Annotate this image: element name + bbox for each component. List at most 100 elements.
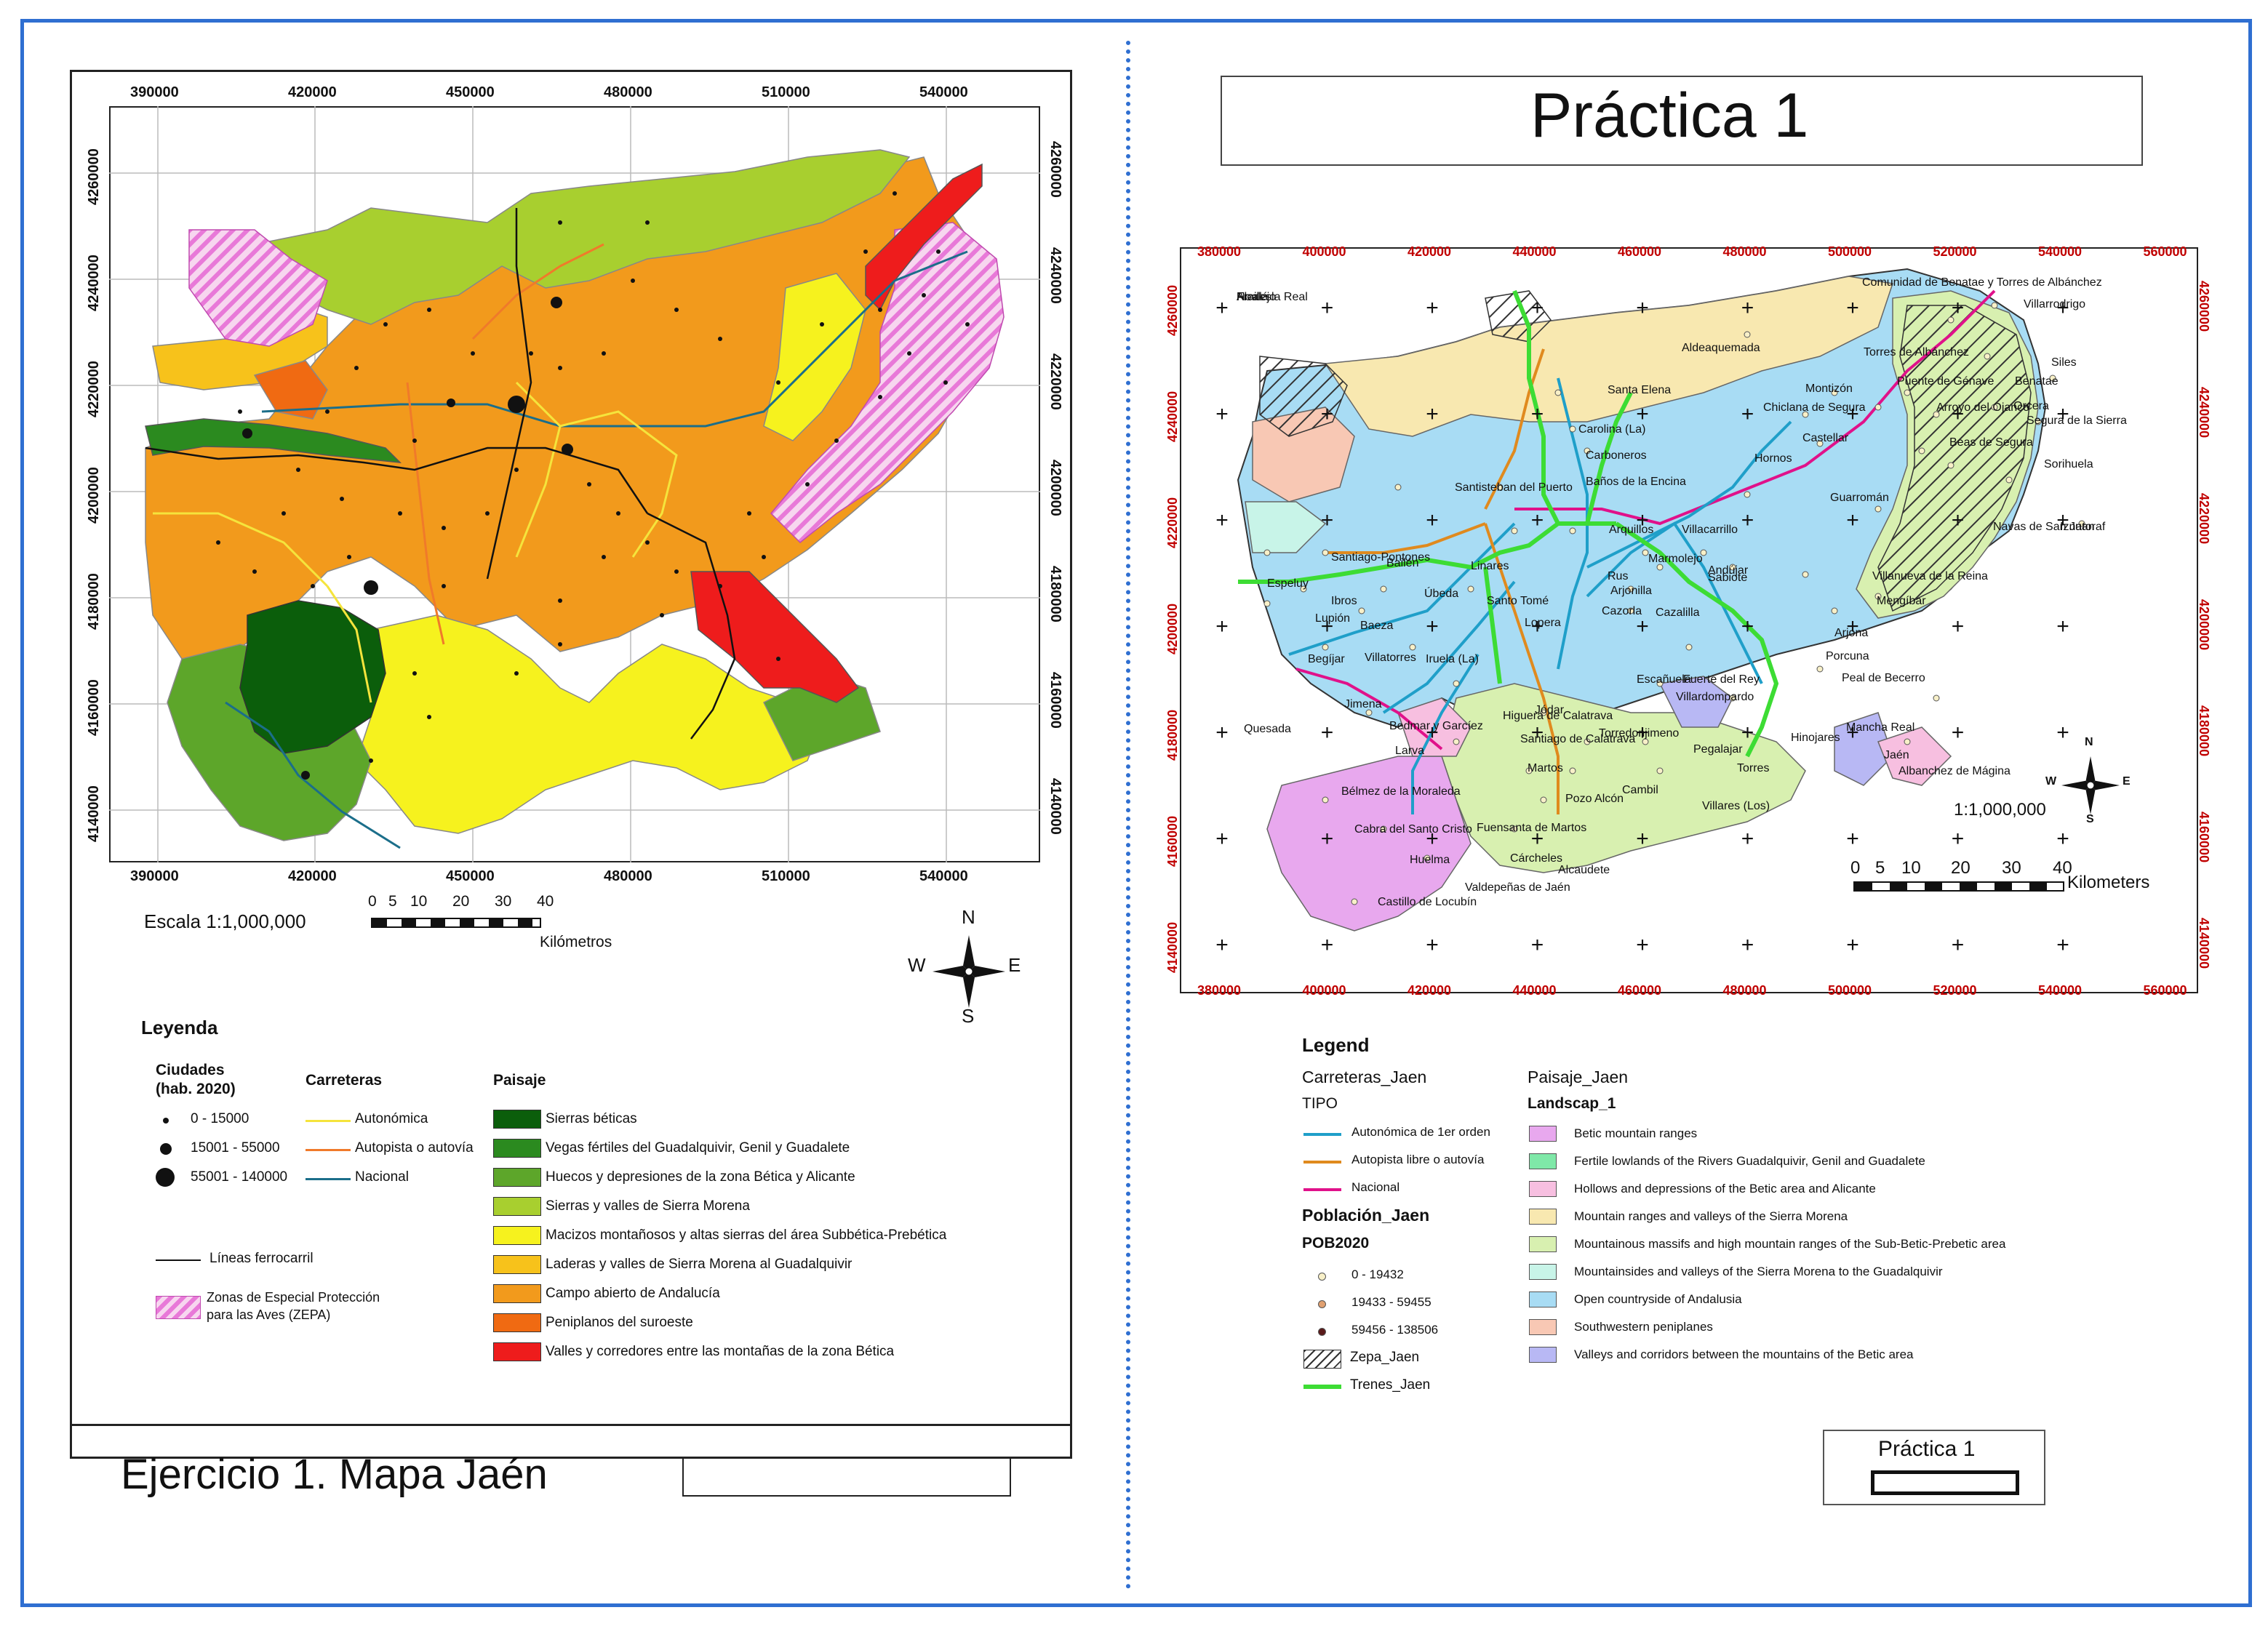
right-legend-landscape-swatch bbox=[1529, 1126, 1557, 1142]
left-region-zepa-east bbox=[770, 222, 1005, 544]
town-label: Iznatoraf bbox=[2060, 521, 2106, 533]
left-legend-landscape-swatch bbox=[493, 1197, 541, 1216]
town-label: Cárcheles bbox=[1510, 852, 1563, 865]
left-legend-cities-title-1: Ciudades bbox=[156, 1062, 225, 1078]
right-x-tick-label: 500000 bbox=[1828, 983, 1872, 998]
right-scale-number: 30 bbox=[2002, 858, 2021, 878]
right-legend-landscape-title: Paisaje_Jaen bbox=[1528, 1068, 1629, 1086]
right-legend-road-label: Autonómica de 1er orden bbox=[1351, 1125, 1490, 1139]
right-legend-road-swatch bbox=[1303, 1161, 1341, 1164]
left-legend-cities-title-2: (hab. 2020) bbox=[156, 1081, 236, 1097]
left-legend-landscape-label: Campo abierto de Andalucía bbox=[546, 1286, 720, 1301]
graticule-plus-icon: + bbox=[1426, 508, 1439, 532]
right-y-tick-label: 4200000 bbox=[2197, 599, 2211, 651]
graticule-plus-icon: + bbox=[1320, 933, 1334, 957]
graticule-plus-icon: + bbox=[1951, 614, 1965, 638]
right-page-title: Práctica 1 bbox=[1530, 81, 1809, 151]
right-title-box bbox=[1221, 76, 2143, 166]
graticule-plus-icon: + bbox=[1530, 614, 1544, 638]
left-legend-landscape-label: Macizos montañosos y altas sierras del á… bbox=[546, 1227, 947, 1243]
town-label: Torredonjimeno bbox=[1599, 727, 1680, 740]
right-region-betic-ranges bbox=[1266, 756, 1472, 932]
town-label: Arroyo del Ojanco bbox=[1936, 401, 2030, 414]
left-y-tick-label: 4180000 bbox=[1047, 566, 1063, 622]
graticule-plus-icon: + bbox=[1951, 296, 1965, 320]
town-label: Segura de la Sierra bbox=[2027, 414, 2127, 427]
town-label: Baños de la Encina bbox=[1586, 476, 1686, 488]
town-label: Cazorla bbox=[1602, 605, 1642, 617]
right-y-tick-label: 4240000 bbox=[2197, 387, 2211, 438]
right-x-tick-label: 520000 bbox=[1933, 983, 1977, 998]
graticule-plus-icon: + bbox=[1636, 933, 1649, 957]
left-region-valles-red-ne bbox=[865, 163, 983, 311]
graticule-plus-icon: + bbox=[1741, 614, 1754, 638]
right-legend-landscape-label: Mountain ranges and valleys of the Sierr… bbox=[1574, 1209, 1848, 1223]
left-legend-landscape-label: Huecos y depresiones de la zona Bética y… bbox=[546, 1169, 855, 1185]
right-badge-box bbox=[1823, 1430, 2045, 1505]
town-label: Marmolejo bbox=[1648, 553, 1703, 565]
graticule-plus-icon: + bbox=[2056, 721, 2069, 745]
right-legend-landscape-swatch bbox=[1529, 1181, 1557, 1197]
graticule-plus-icon: + bbox=[1951, 721, 1965, 745]
right-zepa-west bbox=[1259, 356, 1348, 437]
graticule-plus-icon: + bbox=[1741, 721, 1754, 745]
graticule-plus-icon: + bbox=[2056, 827, 2069, 851]
town-label: Benatae bbox=[2015, 375, 2059, 388]
town-label: Carolina (La) bbox=[1578, 423, 1646, 436]
page-frame bbox=[20, 19, 2252, 1607]
town-label: Santiago-Pontones bbox=[1331, 551, 1431, 564]
left-legend-title: Leyenda bbox=[141, 1017, 218, 1038]
right-legend-landscape-label: Mountainous massifs and high mountain ra… bbox=[1574, 1237, 2006, 1251]
right-zepa-north bbox=[1485, 290, 1552, 343]
right-scale-number: 5 bbox=[1875, 858, 1885, 878]
left-legend-landscape-swatch bbox=[493, 1110, 541, 1129]
left-x-tick-label: 510000 bbox=[762, 84, 810, 100]
graticule-plus-icon: + bbox=[2056, 296, 2069, 320]
right-x-tick-label: 480000 bbox=[1722, 983, 1767, 998]
right-legend-landscape-swatch bbox=[1529, 1291, 1557, 1307]
right-y-tick-label: 4260000 bbox=[1165, 284, 1180, 336]
left-compass-w: W bbox=[908, 954, 926, 976]
left-x-tick-label: 390000 bbox=[130, 868, 179, 884]
town-label: Escañuela bbox=[1637, 673, 1691, 686]
left-x-tick-label: 510000 bbox=[762, 868, 810, 884]
graticule-plus-icon: + bbox=[1530, 933, 1544, 957]
left-legend-roads-title: Carreteras bbox=[306, 1072, 383, 1089]
right-y-tick-label: 4220000 bbox=[1165, 497, 1180, 548]
right-legend-road-swatch bbox=[1303, 1188, 1341, 1191]
town-label: Aldeaquemada bbox=[1682, 342, 1760, 354]
town-label: Ibros bbox=[1331, 595, 1357, 607]
right-scale-number: 40 bbox=[2053, 858, 2072, 878]
right-scale-bar bbox=[1853, 881, 2064, 892]
town-label: Lupión bbox=[1315, 612, 1351, 625]
graticule-plus-icon: + bbox=[1846, 721, 1859, 745]
town-label: Santisteban del Puerto bbox=[1455, 481, 1573, 494]
right-scale-unit: Kilometers bbox=[2067, 873, 2150, 892]
left-scale-number: 30 bbox=[495, 893, 512, 910]
right-legend-roads-sub: TIPO bbox=[1302, 1095, 1338, 1112]
right-region-hollows-e bbox=[1877, 726, 1952, 786]
town-label: Jaén bbox=[1884, 749, 1909, 761]
left-x-tick-label: 480000 bbox=[604, 868, 652, 884]
right-legend-title: Legend bbox=[1302, 1034, 1370, 1056]
graticule-plus-icon: + bbox=[1215, 827, 1229, 851]
town-label: Santa Elena bbox=[1608, 384, 1672, 396]
town-label: Villares (Los) bbox=[1702, 800, 1770, 812]
left-legend-road-label: Autopista o autovía bbox=[355, 1140, 474, 1156]
right-scale-text: 1:1,000,000 bbox=[1954, 800, 2046, 820]
right-x-tick-label: 560000 bbox=[2143, 244, 2187, 259]
right-x-tick-label: 380000 bbox=[1197, 244, 1242, 259]
graticule-plus-icon: + bbox=[1530, 296, 1544, 320]
right-legend-landscape-label: Betic mountain ranges bbox=[1574, 1126, 1698, 1140]
town-label: Larva bbox=[1395, 745, 1425, 757]
right-map-canvas bbox=[1237, 268, 2085, 932]
town-label: Villarrodrigo bbox=[2024, 298, 2086, 311]
graticule-plus-icon: + bbox=[1846, 508, 1859, 532]
town-label: Martos bbox=[1528, 762, 1563, 774]
graticule-plus-icon: + bbox=[1426, 296, 1439, 320]
right-trains bbox=[1238, 289, 1779, 758]
left-scale-unit: Kilómetros bbox=[540, 934, 612, 950]
left-scale-number: 10 bbox=[410, 893, 428, 910]
town-label: Porcuna bbox=[1826, 650, 1869, 662]
right-x-tick-label: 400000 bbox=[1302, 983, 1346, 998]
